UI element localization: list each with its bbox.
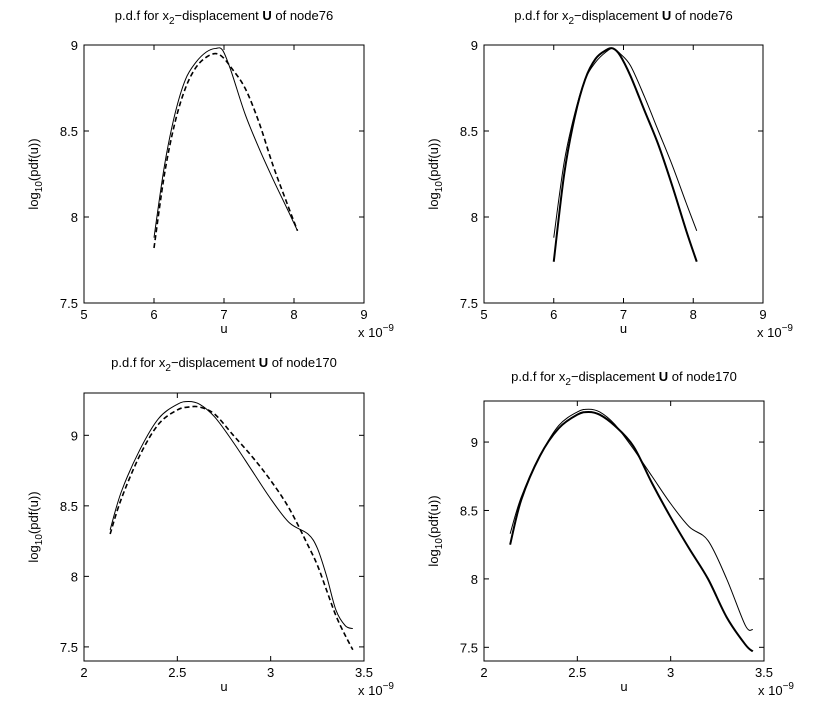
x-tick-label: 9 <box>759 307 766 322</box>
x-tick-label: 8 <box>290 307 297 322</box>
x-axis-label: u <box>220 321 227 336</box>
y-tick-label: 8 <box>71 210 78 225</box>
y-tick-label: 8 <box>471 210 478 225</box>
x-tick-label: 2 <box>480 665 487 680</box>
chart-title: p.d.f for x2−displacement U of node76 <box>115 8 333 27</box>
x-tick-label: 8 <box>690 307 697 322</box>
y-tick-label: 8 <box>71 569 78 584</box>
y-tick-label: 9 <box>71 38 78 53</box>
chart-title: p.d.f for x2−displacement U of node170 <box>111 355 337 374</box>
chart-title: p.d.f for x2−displacement U of node170 <box>511 369 737 388</box>
x-axis-label: u <box>620 679 627 694</box>
x-axis-multiplier: x 10−9 <box>358 323 394 340</box>
x-tick-label: 2.5 <box>168 665 186 680</box>
series-line-2 <box>153 52 299 249</box>
y-axis-label: log10(pdf(u)) <box>426 495 445 566</box>
x-axis-label: u <box>620 321 627 336</box>
x-tick-label: 6 <box>550 307 557 322</box>
y-tick-label: 8.5 <box>460 503 478 518</box>
series-line-2 <box>552 47 698 263</box>
axes-frame <box>83 392 365 662</box>
y-axis-label: log10(pdf(u)) <box>426 138 445 209</box>
axes-frame <box>83 44 365 304</box>
y-tick-label: 9 <box>471 38 478 53</box>
y-tick-label: 7.5 <box>460 296 478 311</box>
y-tick-label: 7.5 <box>460 640 478 655</box>
x-tick-label: 5 <box>480 307 487 322</box>
chart-title: p.d.f for x2−displacement U of node76 <box>514 8 732 27</box>
series-line-1 <box>553 47 698 238</box>
x-axis-label: u <box>220 679 227 694</box>
x-tick-label: 3.5 <box>755 665 773 680</box>
x-tick-label: 3 <box>267 665 274 680</box>
subplot-1: 5 6 7 8 9 7.5 8 8.5 9 p.d.f for x2−displacement U… <box>26 8 394 340</box>
x-axis-multiplier: x 10−9 <box>358 681 394 698</box>
axes-frame <box>483 44 764 304</box>
x-tick-label: 3.5 <box>355 665 373 680</box>
y-tick-label: 9 <box>471 435 478 450</box>
y-tick-label: 7.5 <box>60 640 78 655</box>
x-tick-label: 5 <box>80 307 87 322</box>
y-tick-label: 8 <box>471 572 478 587</box>
x-axis-multiplier: x 10−9 <box>757 323 793 340</box>
series-line-2 <box>509 410 754 653</box>
y-axis-label: log10(pdf(u)) <box>26 138 45 209</box>
subplot-2: 5 6 7 8 9 7.5 8 8.5 9 p.d.f for x2−displacement U… <box>426 8 793 340</box>
y-tick-label: 8.5 <box>60 124 78 139</box>
x-tick-label: 3 <box>667 665 674 680</box>
x-axis-multiplier: x 10−9 <box>758 681 794 698</box>
series-line-1 <box>153 47 298 238</box>
x-tick-label: 7 <box>220 307 227 322</box>
series-line-1 <box>109 400 353 630</box>
axes-frame <box>483 400 765 662</box>
y-tick-label: 8.5 <box>460 124 478 139</box>
x-tick-label: 2.5 <box>568 665 586 680</box>
y-tick-label: 7.5 <box>60 296 78 311</box>
y-tick-label: 8.5 <box>60 499 78 514</box>
subplot-3: 2 2.5 3 3.5 7.5 8 8.5 9 p.d.f for x2−displacemen… <box>26 355 394 698</box>
x-tick-label: 7 <box>620 307 627 322</box>
x-tick-label: 6 <box>150 307 157 322</box>
subplot-4: 2 2.5 3 3.5 7.5 8 8.5 9 p.d.f for x2−displacemen… <box>426 369 794 698</box>
series-line-2 <box>109 405 354 651</box>
y-tick-label: 9 <box>71 428 78 443</box>
x-tick-label: 2 <box>80 665 87 680</box>
x-tick-label: 9 <box>360 307 367 322</box>
y-axis-label: log10(pdf(u)) <box>26 491 45 562</box>
